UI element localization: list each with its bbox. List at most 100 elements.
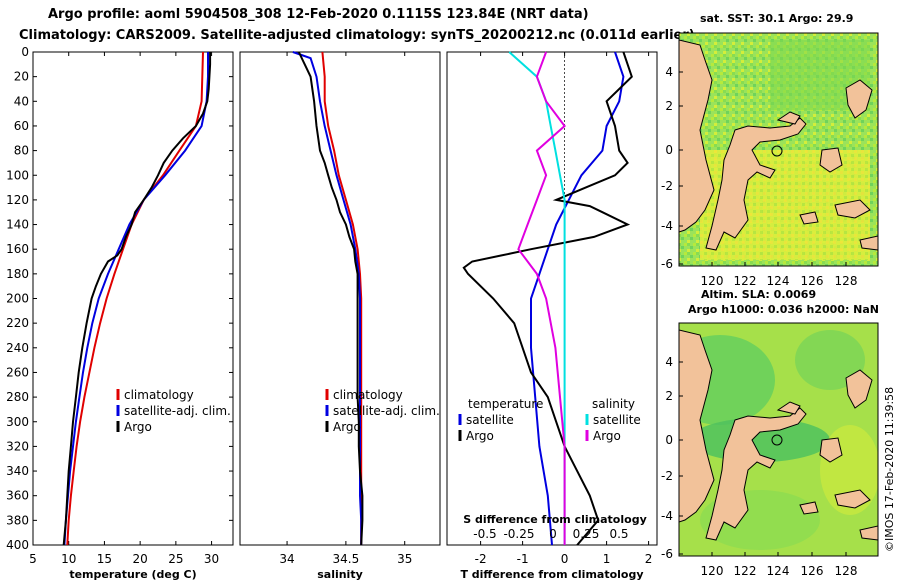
legend-label: satellite [593, 413, 641, 427]
s-difference-label: S difference from climatology [463, 513, 647, 526]
x-axis-label: temperature (deg C) [69, 568, 196, 580]
x-tick-label: 20 [133, 552, 148, 566]
sst-map: sat. SST: 30.1 Argo: 29.9 120 122 124 126 12… [661, 12, 879, 288]
altimetry-map: Altim. SLA: 0.0069 Argo h1000: 0.036 h20… [661, 288, 879, 578]
y-tick-label: 160 [6, 242, 29, 256]
land-shape [859, 525, 878, 541]
top-x-tick-label: 0.5 [609, 527, 628, 541]
land-shape [834, 199, 871, 219]
land-shape [799, 501, 819, 515]
map-y-tick-label: -2 [661, 469, 673, 483]
title-line-1: Argo profile: aoml 5904508_308 12-Feb-20… [48, 7, 589, 22]
y-tick-label: 400 [6, 538, 29, 552]
y-tick-label: 60 [14, 119, 29, 133]
map-x-tick-label: 122 [734, 274, 757, 288]
plot-frame [446, 51, 658, 546]
x-tick-label: 2 [645, 552, 653, 566]
y-tick-label: 40 [14, 94, 29, 108]
legend-label: climatology [124, 388, 194, 402]
top-x-tick-label: -0.25 [503, 527, 534, 541]
land-shape [845, 79, 873, 119]
land-shape [776, 111, 801, 125]
series-line-argo [297, 51, 364, 546]
y-tick-label: 300 [6, 415, 29, 429]
y-tick-label: 200 [6, 292, 29, 306]
temperature-panel: 0 20 40 60 80 100 120 140 160 180 200 220 240 260 280 3… [6, 45, 234, 580]
x-tick-label: 35 [397, 552, 412, 566]
series-line-s-argo [517, 51, 566, 545]
y-tick-label: 0 [21, 45, 29, 59]
map-y-tick-label: -6 [661, 547, 673, 561]
map-y-tick-label: 2 [665, 99, 673, 113]
series-line-t-satellite [530, 51, 625, 546]
x-axis-label: T difference from climatology [460, 568, 643, 580]
map-y-tick-label: -6 [661, 257, 673, 271]
legend-label: Argo [124, 420, 152, 434]
map-x-tick-label: 124 [767, 564, 790, 578]
land-shape [859, 235, 878, 251]
map-x-tick-label: 128 [835, 274, 858, 288]
difference-panel: -2 -1 0 1 2T difference from climatology temp… [446, 51, 658, 580]
map-y-tick-label: 4 [665, 355, 673, 369]
title-line-2: Climatology: CARS2009. Satellite-adjuste… [19, 28, 695, 43]
legend-label: satellite-adj. clim. [333, 404, 440, 418]
x-tick-label: 1 [603, 552, 611, 566]
plot-frame [32, 51, 234, 546]
map-x-tick-label: 120 [701, 564, 724, 578]
map-y-tick-label: -2 [661, 179, 673, 193]
legend-label: Argo [333, 420, 361, 434]
x-tick-label: -2 [475, 552, 487, 566]
y-tick-label: 360 [6, 489, 29, 503]
top-x-tick-label: -0.5 [473, 527, 496, 541]
x-tick-label: 0 [561, 552, 569, 566]
series-line-climatology [66, 51, 204, 546]
legend-temperature-title: temperature [468, 397, 543, 411]
series-line-climatology [321, 51, 363, 545]
y-tick-label: 340 [6, 464, 29, 478]
y-tick-label: 260 [6, 365, 29, 379]
map-x-tick-label: 122 [734, 564, 757, 578]
plot-frame [239, 51, 441, 546]
y-tick-label: 80 [14, 144, 29, 158]
y-tick-label: 180 [6, 267, 29, 281]
x-tick-label: 10 [61, 552, 76, 566]
land-shape [819, 437, 843, 463]
y-tick-label: 220 [6, 316, 29, 330]
y-tick-label: 280 [6, 390, 29, 404]
legend-label: climatology [333, 388, 403, 402]
x-tick-label: -1 [517, 552, 529, 566]
map-y-tick-label: 2 [665, 389, 673, 403]
legend-label: satellite-adj. clim. [124, 404, 231, 418]
series-line-satellite-adj-clim- [63, 52, 209, 546]
y-tick-label: 100 [6, 168, 29, 182]
legend-label: satellite [466, 413, 514, 427]
land-shape [705, 407, 807, 541]
map-x-tick-label: 124 [767, 274, 790, 288]
land-shape [799, 211, 819, 225]
x-tick-label: 30 [204, 552, 219, 566]
y-tick-label: 20 [14, 70, 29, 84]
map-y-tick-label: -4 [661, 509, 673, 523]
series-line-t-argo [462, 51, 633, 546]
legend-salinity-title: salinity [592, 397, 635, 411]
x-tick-label: 34.5 [333, 552, 360, 566]
land-shape [819, 147, 843, 173]
salinity-panel: 34 34.5 35 salinity climatology satellite-adj… [239, 51, 441, 580]
map-y-tick-label: 4 [665, 65, 673, 79]
altimetry-map-title: Altim. SLA: 0.0069 [701, 288, 816, 301]
map-x-tick-label: 120 [701, 274, 724, 288]
map-x-tick-label: 126 [801, 274, 824, 288]
land-shape [845, 369, 873, 409]
argo-location-marker-2 [771, 434, 783, 446]
y-tick-label: 240 [6, 341, 29, 355]
y-tick-label: 120 [6, 193, 29, 207]
altimetry-map-subtitle: Argo h1000: 0.036 h2000: NaN [688, 303, 879, 316]
map-x-tick-label: 128 [835, 564, 858, 578]
x-axis-label: salinity [317, 568, 363, 580]
y-tick-label: 380 [6, 513, 29, 527]
x-tick-label: 15 [97, 552, 112, 566]
x-tick-label: 34 [279, 552, 294, 566]
map-y-tick-label: -4 [661, 219, 673, 233]
y-tick-label: 320 [6, 439, 29, 453]
